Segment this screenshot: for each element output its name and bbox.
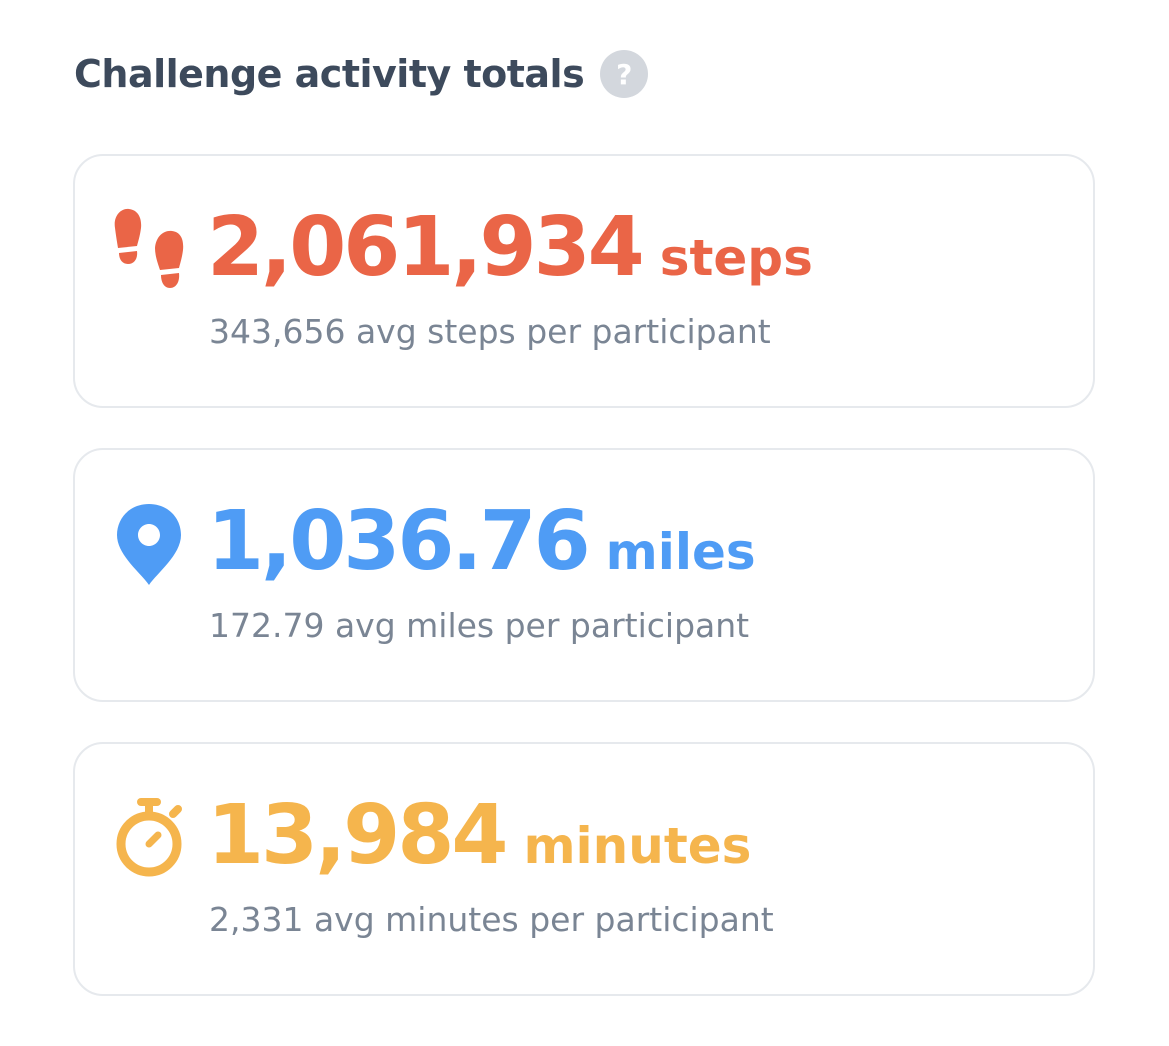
miles-unit: miles <box>605 523 756 581</box>
steps-average: 343,656 avg steps per participant <box>209 312 771 351</box>
minutes-average: 2,331 avg minutes per participant <box>209 900 774 939</box>
section-header: Challenge activity totals ? <box>74 44 649 104</box>
stopwatch-icon <box>111 794 187 880</box>
miles-average: 172.79 avg miles per participant <box>209 606 750 645</box>
minutes-value: 13,984 <box>207 788 508 883</box>
miles-card: 1,036.76 miles 172.79 avg miles per part… <box>73 448 1095 702</box>
miles-value: 1,036.76 <box>207 494 591 589</box>
steps-unit: steps <box>659 229 813 287</box>
footsteps-icon <box>111 206 187 292</box>
help-icon[interactable]: ? <box>600 50 649 98</box>
steps-card: 2,061,934 steps 343,656 avg steps per pa… <box>73 154 1095 408</box>
miles-total: 1,036.76 miles <box>207 492 756 602</box>
section-title: Challenge activity totals <box>74 52 585 96</box>
minutes-unit: minutes <box>523 817 752 875</box>
minutes-total: 13,984 minutes <box>207 786 751 896</box>
steps-value: 2,061,934 <box>207 200 645 295</box>
map-pin-icon <box>111 500 187 586</box>
steps-total: 2,061,934 steps <box>207 198 813 308</box>
minutes-card: 13,984 minutes 2,331 avg minutes per par… <box>73 742 1095 996</box>
